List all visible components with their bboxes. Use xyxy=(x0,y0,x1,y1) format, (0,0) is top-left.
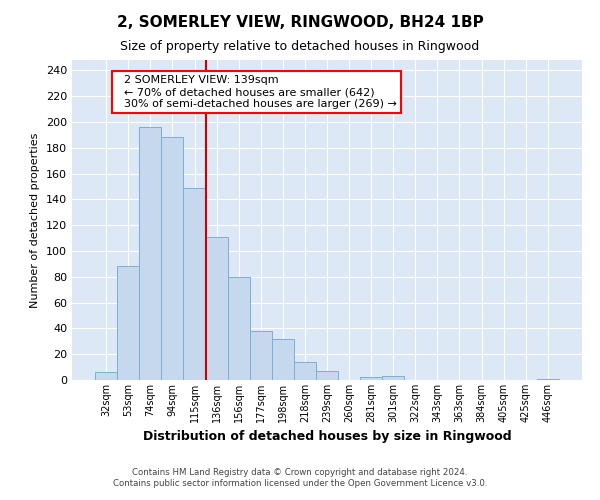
Bar xyxy=(161,138,184,380)
Bar xyxy=(95,372,117,380)
Bar xyxy=(382,376,404,380)
Bar xyxy=(227,277,250,380)
Bar xyxy=(117,266,139,380)
Y-axis label: Number of detached properties: Number of detached properties xyxy=(31,132,40,308)
Text: 2, SOMERLEY VIEW, RINGWOOD, BH24 1BP: 2, SOMERLEY VIEW, RINGWOOD, BH24 1BP xyxy=(116,15,484,30)
Bar xyxy=(250,331,272,380)
Bar xyxy=(139,127,161,380)
Bar xyxy=(184,188,206,380)
Bar xyxy=(272,338,294,380)
Bar xyxy=(537,378,559,380)
Bar xyxy=(206,237,227,380)
Text: Size of property relative to detached houses in Ringwood: Size of property relative to detached ho… xyxy=(121,40,479,53)
Text: 2 SOMERLEY VIEW: 139sqm
  ← 70% of detached houses are smaller (642)
  30% of se: 2 SOMERLEY VIEW: 139sqm ← 70% of detache… xyxy=(117,76,397,108)
Text: Contains HM Land Registry data © Crown copyright and database right 2024.
Contai: Contains HM Land Registry data © Crown c… xyxy=(113,468,487,487)
Bar xyxy=(360,378,382,380)
X-axis label: Distribution of detached houses by size in Ringwood: Distribution of detached houses by size … xyxy=(143,430,511,444)
Bar xyxy=(316,371,338,380)
Bar xyxy=(294,362,316,380)
